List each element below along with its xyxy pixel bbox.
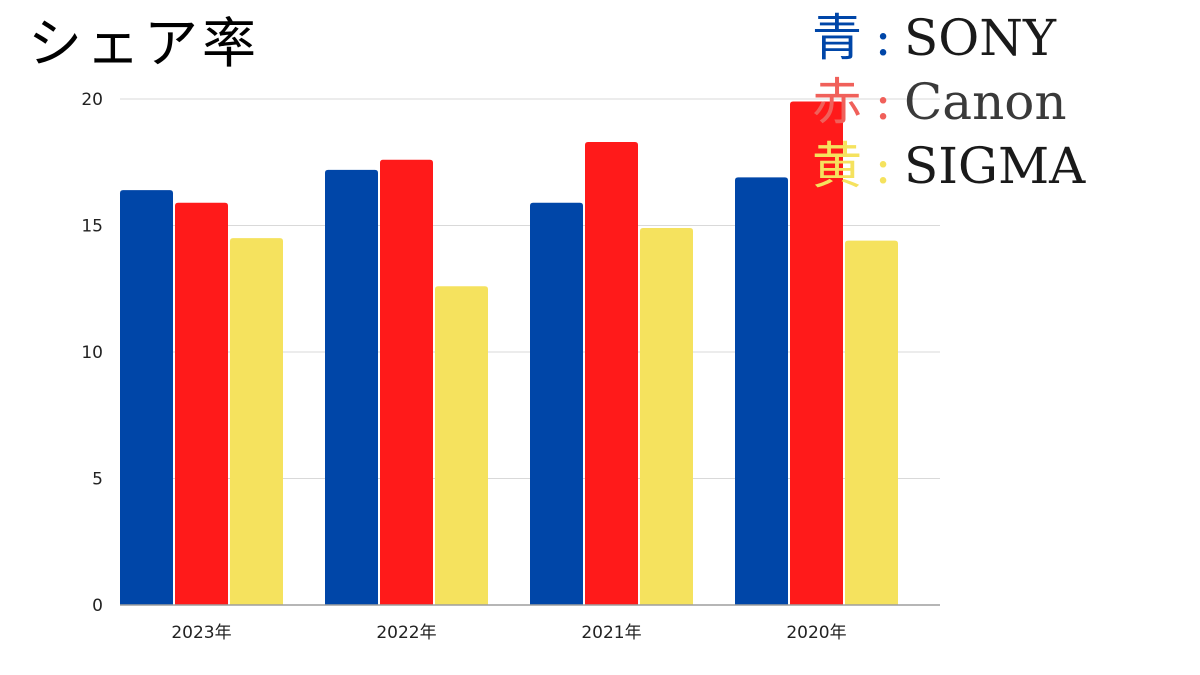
bar-canon [380,159,433,605]
axes: 0 5 10 15 20 2023年 2022年 2021年 2020年 [81,90,940,643]
bars [120,101,898,606]
bar-sigma [230,238,283,605]
x-tick-label: 2021年 [581,623,641,643]
legend-marker-sony: 青 [812,9,862,67]
bar-sigma [435,286,488,605]
chart-title: シェア率 [28,12,260,75]
bar-canon [585,142,638,605]
legend: 青: SONY 赤: Canon 黄: SIGMA [812,6,1085,198]
y-tick-label: 15 [81,217,103,237]
y-tick-label: 0 [92,596,103,616]
bar-sigma [640,228,693,605]
legend-item-canon: 赤: Canon [812,70,1085,134]
legend-marker-canon: 赤 [812,73,862,131]
legend-colon: : [874,73,892,131]
y-tick-label: 5 [92,470,103,490]
y-tick-label: 10 [81,343,103,363]
y-tick-label: 20 [81,90,103,110]
legend-marker-sigma: 黄 [812,137,862,195]
x-tick-label: 2020年 [786,623,846,643]
x-tick-label: 2022年 [376,623,436,643]
legend-colon: : [874,137,892,195]
bar-sony [530,202,583,606]
bar-sony [325,169,378,605]
bar-canon [790,101,843,605]
legend-label-canon: Canon [904,73,1067,131]
bar-canon [175,202,228,606]
legend-label-sony: SONY [904,9,1057,67]
bar-sony [735,177,788,605]
legend-item-sigma: 黄: SIGMA [812,134,1085,198]
x-tick-label: 2023年 [171,623,231,643]
bar-sigma [845,240,898,605]
legend-item-sony: 青: SONY [812,6,1085,70]
legend-label-sigma: SIGMA [904,137,1086,195]
bar-sony [120,190,173,605]
legend-colon: : [874,9,892,67]
